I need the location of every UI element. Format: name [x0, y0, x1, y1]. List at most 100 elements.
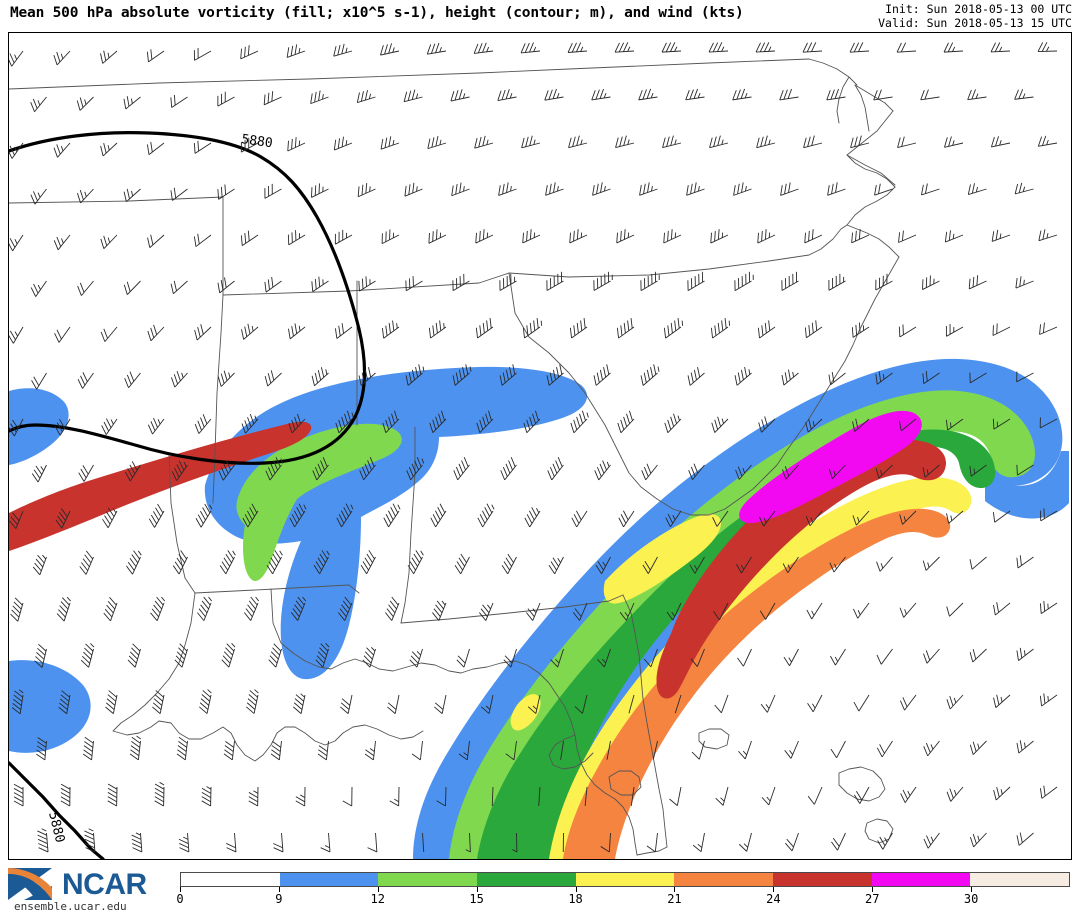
wind-barb [129, 735, 141, 759]
wind-barb [261, 181, 282, 198]
wind-barb [262, 366, 282, 386]
wind-barb [737, 738, 752, 759]
colorbar-swatch [280, 873, 379, 886]
wind-barb [1014, 88, 1034, 99]
wind-barb [614, 42, 634, 52]
ncar-wordmark: NCAR [62, 868, 147, 902]
wind-barb [121, 275, 141, 295]
contour-label-5880: 5880 [45, 810, 67, 844]
wind-barb [365, 740, 376, 760]
wind-barb [176, 737, 187, 760]
wind-barb [966, 88, 986, 100]
wind-barb [707, 317, 731, 338]
valid-time-label: Valid: Sun 2018-05-13 15 UTC [878, 16, 1072, 30]
map-canvas[interactable]: 5880 5880 [8, 32, 1072, 860]
wind-barb [989, 227, 1010, 242]
wind-barb [872, 88, 892, 100]
wind-barb [543, 272, 566, 291]
wind-barb [944, 689, 963, 709]
wind-barb [190, 228, 211, 247]
wind-barb [120, 90, 140, 109]
wind-barb [28, 184, 47, 205]
wind-barb [965, 273, 986, 289]
init-time-label: Init: Sun 2018-05-13 00 UTC [878, 2, 1072, 16]
wind-barb [825, 181, 846, 196]
wind-barb [684, 181, 705, 196]
wind-barb [801, 134, 822, 147]
wind-barb [426, 42, 446, 54]
wind-barb [1036, 226, 1057, 240]
wind-barb [449, 181, 470, 196]
forecast-time-stamp: Init: Sun 2018-05-13 00 UTC Valid: Sun 2… [878, 2, 1072, 30]
ncar-url-label: ensemble.ucar.edu [14, 900, 127, 913]
wind-barb [646, 832, 657, 852]
wind-barb [379, 42, 399, 55]
wind-barb [828, 644, 846, 665]
wind-barb [990, 688, 1010, 707]
wind-barb [78, 551, 95, 575]
wind-barb [425, 227, 446, 243]
wind-barb [875, 828, 892, 849]
wind-barb [874, 644, 893, 665]
wind-barb [74, 91, 94, 111]
wind-barb [735, 645, 751, 666]
wind-barb [167, 90, 188, 108]
wind-barb [339, 693, 352, 713]
colorbar-tick-label: 12 [371, 892, 385, 906]
wind-barb [98, 321, 117, 341]
wind-barb [378, 227, 399, 244]
wind-barb [428, 504, 447, 527]
wind-barb [543, 88, 563, 100]
wind-barb [308, 366, 328, 386]
wind-barb [97, 44, 117, 63]
wind-barb [343, 787, 352, 806]
wind-barb [131, 833, 141, 853]
wind-barb [590, 271, 615, 291]
wind-barb [102, 597, 118, 621]
wind-barb [214, 181, 235, 199]
wind-barb [1038, 42, 1057, 52]
wind-barb [61, 784, 70, 806]
wind-barb [943, 42, 963, 52]
wind-barb [143, 136, 164, 155]
wind-barb [731, 271, 756, 291]
wind-barb [472, 134, 493, 148]
wind-barb [245, 689, 259, 714]
wind-barb [616, 506, 634, 527]
wind-barb [50, 45, 70, 65]
wind-barb [99, 414, 117, 435]
wind-barb [472, 227, 493, 243]
wind-barb [37, 828, 48, 852]
wind-barb [9, 598, 24, 621]
wind-barb [691, 739, 705, 760]
wind-barb [991, 42, 1010, 52]
wind-barb [31, 553, 46, 574]
wind-barb [707, 134, 728, 147]
wind-barb [804, 598, 822, 619]
wind-barb [192, 413, 211, 433]
wind-barb [359, 550, 377, 573]
wind-barb [967, 642, 987, 662]
wind-barb [496, 88, 516, 100]
wind-barb [331, 227, 352, 244]
wind-barb [408, 646, 422, 667]
wind-barb [108, 784, 117, 806]
wind-barb [193, 502, 213, 527]
colorbar-tick-label: 0 [176, 892, 183, 906]
wind-barb [284, 227, 305, 245]
wind-barb [778, 181, 799, 196]
wind-barb [895, 319, 916, 337]
wind-barb [684, 88, 704, 100]
wind-barb [754, 320, 775, 338]
wind-barb [430, 599, 446, 620]
wind-barb [307, 181, 328, 198]
wind-barb [942, 227, 963, 242]
wind-barb [738, 831, 752, 852]
wind-barb [355, 88, 376, 102]
ncar-logo[interactable]: NCAR ensemble.ucar.edu [6, 864, 166, 914]
wind-barb [496, 181, 517, 196]
wind-barb [196, 595, 213, 620]
wind-barb [411, 740, 422, 760]
